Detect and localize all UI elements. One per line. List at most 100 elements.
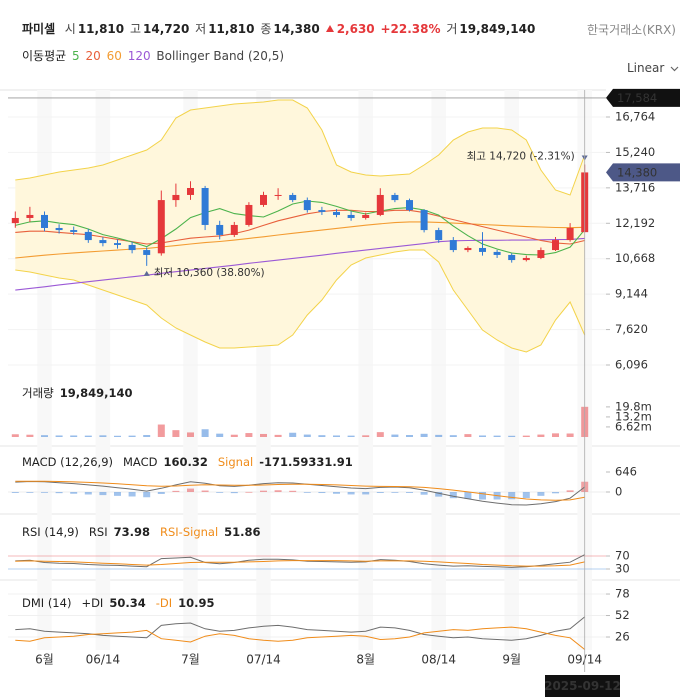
quote-label: 시 <box>64 22 76 36</box>
chevron <box>670 66 679 71</box>
histogram-bar <box>347 491 355 495</box>
histogram-bar <box>406 491 413 493</box>
pane-header: DMI (14) +DI 50.34 -DI 10.95 <box>22 596 215 610</box>
y-tick-label: 7,620 <box>615 322 648 336</box>
histogram-bar <box>260 490 267 492</box>
volume-bar <box>187 432 194 437</box>
histogram-bar <box>391 491 399 493</box>
series-value: -171.59 <box>259 455 308 469</box>
y-tick-label: 26 <box>615 630 630 644</box>
volume-bar <box>508 435 516 437</box>
quote-bar: 파미셀 시 11,810 고 14,720 저 11,810 종 14,380 2,630… <box>22 20 537 37</box>
y-tick-label: 13.2m <box>615 409 652 423</box>
stock-name: 파미셀 <box>22 22 56 36</box>
quote-value: 14,380 <box>273 22 320 36</box>
volume-bar <box>537 434 545 437</box>
candle-body <box>84 231 92 241</box>
pane-header: RSI (14,9) RSI 73.98 RSI-Signal 51.86 <box>22 525 261 539</box>
volume-bar <box>464 434 472 437</box>
volume-bar <box>70 435 78 437</box>
y-tick-label: 0 <box>615 484 622 498</box>
volume-bar <box>230 434 238 437</box>
histogram-bar <box>522 491 530 499</box>
candle-body <box>41 214 48 228</box>
last-price: 14,380 <box>617 165 657 179</box>
volume-bar <box>435 434 443 437</box>
quote-value: 11,810 <box>77 22 125 36</box>
candle-body <box>157 200 165 254</box>
y-tick-label: 30 <box>615 562 630 576</box>
legend-entry: 120 <box>127 49 151 63</box>
histogram-bar <box>187 488 194 492</box>
histogram-bar <box>84 491 92 495</box>
candle-body <box>303 200 311 211</box>
histogram-bar <box>41 491 48 493</box>
histogram-value: 331.91 <box>308 455 352 469</box>
candle-body <box>230 224 238 235</box>
x-tick-label: 06/14 <box>86 653 121 667</box>
candle-body <box>347 214 355 218</box>
x-tick-label: 07/14 <box>246 653 281 667</box>
indicator-line <box>15 626 586 650</box>
histogram-bar <box>435 491 443 497</box>
volume-bar <box>333 435 340 437</box>
candle-body <box>522 257 530 261</box>
scale-toggle[interactable]: Linear <box>627 61 679 75</box>
x-tick-label: 8월 <box>356 653 375 667</box>
histogram-bar <box>449 491 457 499</box>
quote-value: 19,849,140 <box>459 22 536 36</box>
indicator-legend: 이동평균 5 20 60 120 Bollinger Band (20,5) <box>22 47 286 64</box>
pane-title: MACD (12,26,9) <box>22 455 113 469</box>
candle-body <box>406 200 413 211</box>
candle-body <box>26 214 34 218</box>
histogram-bar <box>245 491 253 493</box>
candle-body <box>70 230 78 232</box>
indicator-line <box>15 480 585 501</box>
annotation: 최고 14,720 (-2.31%) <box>467 151 575 163</box>
date-box <box>545 675 620 697</box>
candle-body <box>187 187 194 195</box>
histogram-bar <box>333 491 340 494</box>
series-name: MACD <box>123 455 158 469</box>
y-tick-label: 6,096 <box>615 358 648 372</box>
histogram-bar <box>479 491 486 500</box>
volume-bar <box>362 435 370 437</box>
series-name: RSI-Signal <box>160 525 218 539</box>
histogram-bar <box>274 490 282 492</box>
volume-bar <box>420 433 428 437</box>
indicator-line <box>15 616 586 641</box>
volume-bar <box>274 434 282 437</box>
volume-bar <box>99 435 107 437</box>
histogram-bar <box>114 491 121 496</box>
scale-mode[interactable]: Linear <box>627 61 665 75</box>
annotation-marker <box>143 270 150 276</box>
crosshair-date: 2025-09-12 <box>544 679 621 693</box>
histogram-bar <box>289 490 297 492</box>
pane-value: 19,849,140 <box>60 386 133 400</box>
candle-body <box>274 194 282 196</box>
ma-line <box>15 221 585 259</box>
exchange: 한국거래소(KRX) <box>587 23 676 37</box>
series-name: RSI <box>89 525 108 539</box>
candle-body <box>508 254 516 261</box>
y-tick-label: 9,144 <box>615 287 648 301</box>
candle-body <box>128 244 136 251</box>
candle-body <box>420 210 428 231</box>
volume-bar <box>84 435 92 437</box>
volume-bar <box>143 435 151 437</box>
y-tick-label: 12,192 <box>615 216 655 230</box>
histogram-bar <box>318 491 326 494</box>
candle-body <box>493 251 501 255</box>
histogram-bar <box>566 490 574 492</box>
candle-body <box>479 247 486 252</box>
candle-body <box>537 250 545 258</box>
volume-bar <box>566 433 574 437</box>
candle-body <box>11 217 19 224</box>
change-pct: +22.38% <box>380 22 441 36</box>
volume-bar <box>391 434 399 437</box>
x-tick-label: 6월 <box>35 653 54 667</box>
candle-body <box>566 227 574 241</box>
quote-value: 14,720 <box>143 22 190 36</box>
histogram-bar <box>172 490 180 492</box>
